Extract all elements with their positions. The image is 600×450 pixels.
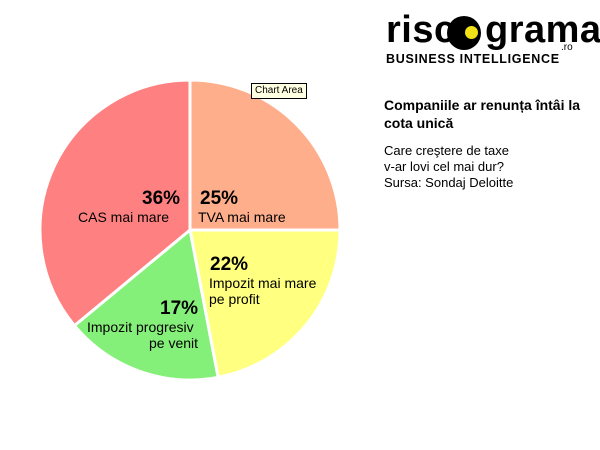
chart-area-tooltip: Chart Area xyxy=(251,83,307,99)
slice-category-label: TVA mai mare xyxy=(198,209,286,225)
subtitle-line: Care creştere de taxe xyxy=(384,143,510,158)
slice-category-label: CAS mai mare xyxy=(78,209,169,225)
slice-percent-label: 36% xyxy=(142,188,180,209)
logo-ball-icon xyxy=(447,16,481,50)
chart-title: Companiile ar renunța întâi la cota unic… xyxy=(384,97,581,131)
chart-subtitle: Care creştere de taxe v-ar lovi cel mai … xyxy=(384,143,584,191)
slice-category-label: Impozit mai mare xyxy=(209,275,317,291)
subtitle-line: Sursa: Sondaj Deloitte xyxy=(384,175,514,190)
pie-slice-2[interactable] xyxy=(188,228,342,380)
logo-word-risc: risc xyxy=(386,9,456,51)
riscograma-logo: risc grama .ro BUSINESS INTELLIGENCE xyxy=(381,9,600,70)
slice-category-label: Impozit progresiv xyxy=(87,319,194,335)
slice-category-label: pe venit xyxy=(149,335,198,351)
logo-tagline: BUSINESS INTELLIGENCE xyxy=(386,52,560,66)
pie-slices xyxy=(38,78,342,382)
logo-suffix: .ro xyxy=(561,42,573,53)
pie-slice-3[interactable] xyxy=(72,227,220,382)
logo-word-grama: grama xyxy=(485,9,600,51)
subtitle-line: v-ar lovi cel mai dur? xyxy=(384,159,504,174)
slice-percent-label: 17% xyxy=(160,298,198,319)
slice-category-label: pe profit xyxy=(209,291,260,307)
slice-percent-label: 25% xyxy=(200,188,238,209)
pie-slice-4[interactable] xyxy=(38,78,192,328)
slice-percent-label: 22% xyxy=(210,254,248,275)
pie-slice-1[interactable] xyxy=(188,78,342,232)
